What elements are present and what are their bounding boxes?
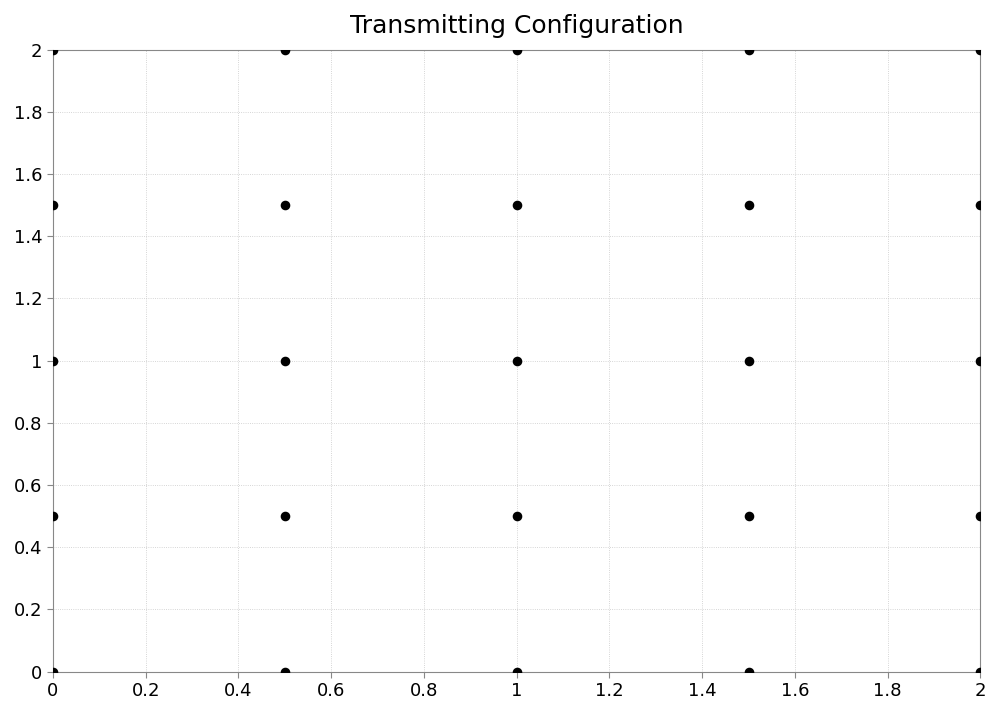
Point bbox=[509, 199, 525, 211]
Point bbox=[277, 199, 293, 211]
Point bbox=[45, 355, 61, 366]
Point bbox=[277, 511, 293, 522]
Point bbox=[277, 44, 293, 55]
Point bbox=[277, 666, 293, 678]
Point bbox=[45, 511, 61, 522]
Point bbox=[741, 44, 757, 55]
Point bbox=[741, 199, 757, 211]
Point bbox=[972, 199, 988, 211]
Point bbox=[741, 355, 757, 366]
Point bbox=[509, 511, 525, 522]
Point bbox=[509, 666, 525, 678]
Point bbox=[45, 199, 61, 211]
Point bbox=[972, 666, 988, 678]
Title: Transmitting Configuration: Transmitting Configuration bbox=[350, 14, 683, 38]
Point bbox=[741, 666, 757, 678]
Point bbox=[972, 44, 988, 55]
Point bbox=[277, 355, 293, 366]
Point bbox=[509, 44, 525, 55]
Point bbox=[509, 355, 525, 366]
Point bbox=[972, 511, 988, 522]
Point bbox=[741, 511, 757, 522]
Point bbox=[972, 355, 988, 366]
Point bbox=[45, 666, 61, 678]
Point bbox=[45, 44, 61, 55]
